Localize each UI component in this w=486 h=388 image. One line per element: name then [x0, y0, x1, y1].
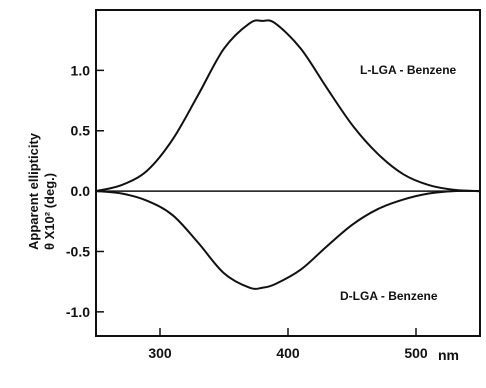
plot-frame: [95, 9, 481, 337]
series-lines: [95, 19, 481, 290]
y-axis-ticks: 1.0 0.5 0.0 -0.5 -1.0: [66, 62, 104, 320]
y-tick-label: -0.5: [66, 243, 90, 259]
x-tick-label: 300: [148, 345, 172, 361]
series-label-d-lga-benzene: D-LGA - Benzene: [340, 289, 438, 303]
y-axis-label-line2: θ X10² (deg.): [42, 173, 57, 250]
y-tick-label: 1.0: [71, 62, 91, 78]
series-label-l-lga-benzene: L-LGA - Benzene: [360, 63, 457, 77]
y-tick-label: 0.0: [71, 183, 91, 199]
series-line-d-lga-benzene: [95, 189, 481, 290]
x-axis-ticks: 300 400 500: [148, 328, 428, 361]
x-tick-label: 500: [404, 345, 428, 361]
x-tick-label: 400: [276, 345, 300, 361]
x-unit-label: nm: [438, 347, 459, 363]
series-line-l-lga-benzene: [95, 19, 481, 193]
y-tick-label: 0.5: [71, 123, 91, 139]
y-tick-label: -1.0: [66, 304, 90, 320]
y-axis-label-line1: Apparent ellipticity: [26, 132, 41, 250]
